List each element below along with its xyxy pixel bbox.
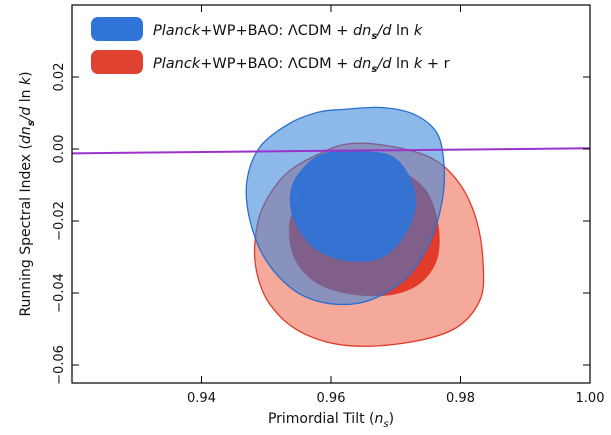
legend-swatch-lcdm-running xyxy=(91,17,143,41)
y-tick-label: −0.02 xyxy=(52,201,67,241)
x-tick-label: 0.98 xyxy=(446,391,475,406)
contour-68-lcdm-running xyxy=(289,149,416,262)
legend-label-lcdm-running: Planck+WP+BAO: ΛCDM + dns/d ln k xyxy=(153,23,423,42)
axis-ticks: 0.94 0.96 0.98 1.00 −0.06 −0.04 −0.02 0.00 0.02 xyxy=(52,5,604,406)
reference-line xyxy=(72,147,590,155)
x-tick-label: 1.00 xyxy=(576,391,605,406)
y-tick-label: 0.02 xyxy=(52,63,67,92)
y-axis-label: Running Spectral Index (dns/d ln k) xyxy=(18,71,37,316)
x-axis-label: Primordial Tilt (ns) xyxy=(268,411,394,430)
legend-swatch-lcdm-running-r xyxy=(91,50,143,74)
legend-label-lcdm-running-r: Planck+WP+BAO: ΛCDM + dns/d ln k + r xyxy=(153,56,450,75)
x-tick-label: 0.96 xyxy=(317,391,346,406)
x-tick-label: 0.94 xyxy=(187,391,216,406)
y-tick-label: 0.00 xyxy=(52,135,67,164)
reference-line-layer xyxy=(72,147,590,155)
series-lcdm-running xyxy=(245,106,446,306)
contour-layer xyxy=(245,106,485,347)
y-tick-label: −0.06 xyxy=(52,345,67,385)
y-tick-label: −0.04 xyxy=(52,273,67,313)
legend: Planck+WP+BAO: ΛCDM + dns/d ln k Planck+… xyxy=(91,17,450,75)
